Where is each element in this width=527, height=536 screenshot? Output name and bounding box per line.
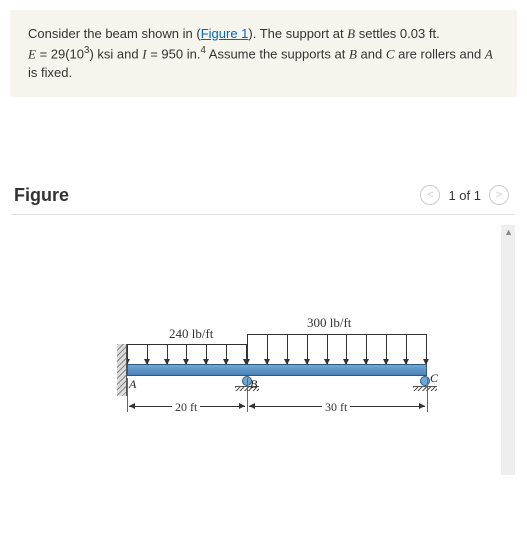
var-C: C — [386, 46, 395, 61]
var-A: A — [485, 46, 493, 61]
divider — [12, 214, 515, 215]
unit: ksi — [97, 46, 113, 61]
pager-text: 1 of 1 — [448, 188, 481, 203]
dim-tick-B — [247, 378, 248, 412]
ground-C — [413, 386, 437, 391]
point-C-label: C — [430, 371, 438, 386]
scroll-up-icon[interactable]: ▲ — [504, 227, 513, 237]
dim-tick-C — [427, 378, 428, 412]
fixed-support-A — [117, 344, 127, 396]
beam-diagram: 240 lb/ft 300 lb/ft A B C 20 ft 30 ft — [117, 320, 447, 440]
dim-label-2: 30 ft — [322, 400, 350, 415]
beam — [127, 364, 427, 376]
load1-arrows — [127, 344, 247, 364]
figure-header: Figure < 1 of 1 > — [0, 177, 527, 210]
pager: < 1 of 1 > — [420, 185, 509, 205]
figure-link[interactable]: Figure 1 — [201, 26, 249, 41]
figure-title: Figure — [14, 185, 69, 206]
pager-next-button[interactable]: > — [489, 185, 509, 205]
text: ). The support at — [248, 26, 347, 41]
dim-tick-A — [127, 378, 128, 412]
var-B: B — [349, 46, 357, 61]
figure-body: ▲ 240 lb/ft 300 lb/ft A B C 20 ft 30 ft — [12, 225, 515, 475]
point-B-label: B — [250, 377, 257, 392]
var-B: B — [347, 26, 355, 41]
text: settles 0.03 — [355, 26, 429, 41]
pager-prev-button[interactable]: < — [420, 185, 440, 205]
dim-label-1: 20 ft — [172, 400, 200, 415]
load1-label: 240 lb/ft — [169, 326, 213, 342]
point-A-label: A — [129, 377, 136, 392]
load2-arrows — [247, 334, 427, 364]
roller-C — [420, 376, 430, 386]
load2-label: 300 lb/ft — [307, 315, 351, 331]
unit: in. — [187, 46, 201, 61]
var-E: E — [28, 46, 36, 61]
text: Consider the beam shown in ( — [28, 26, 201, 41]
problem-statement: Consider the beam shown in (Figure 1). T… — [10, 10, 517, 97]
unit: ft — [429, 26, 436, 41]
